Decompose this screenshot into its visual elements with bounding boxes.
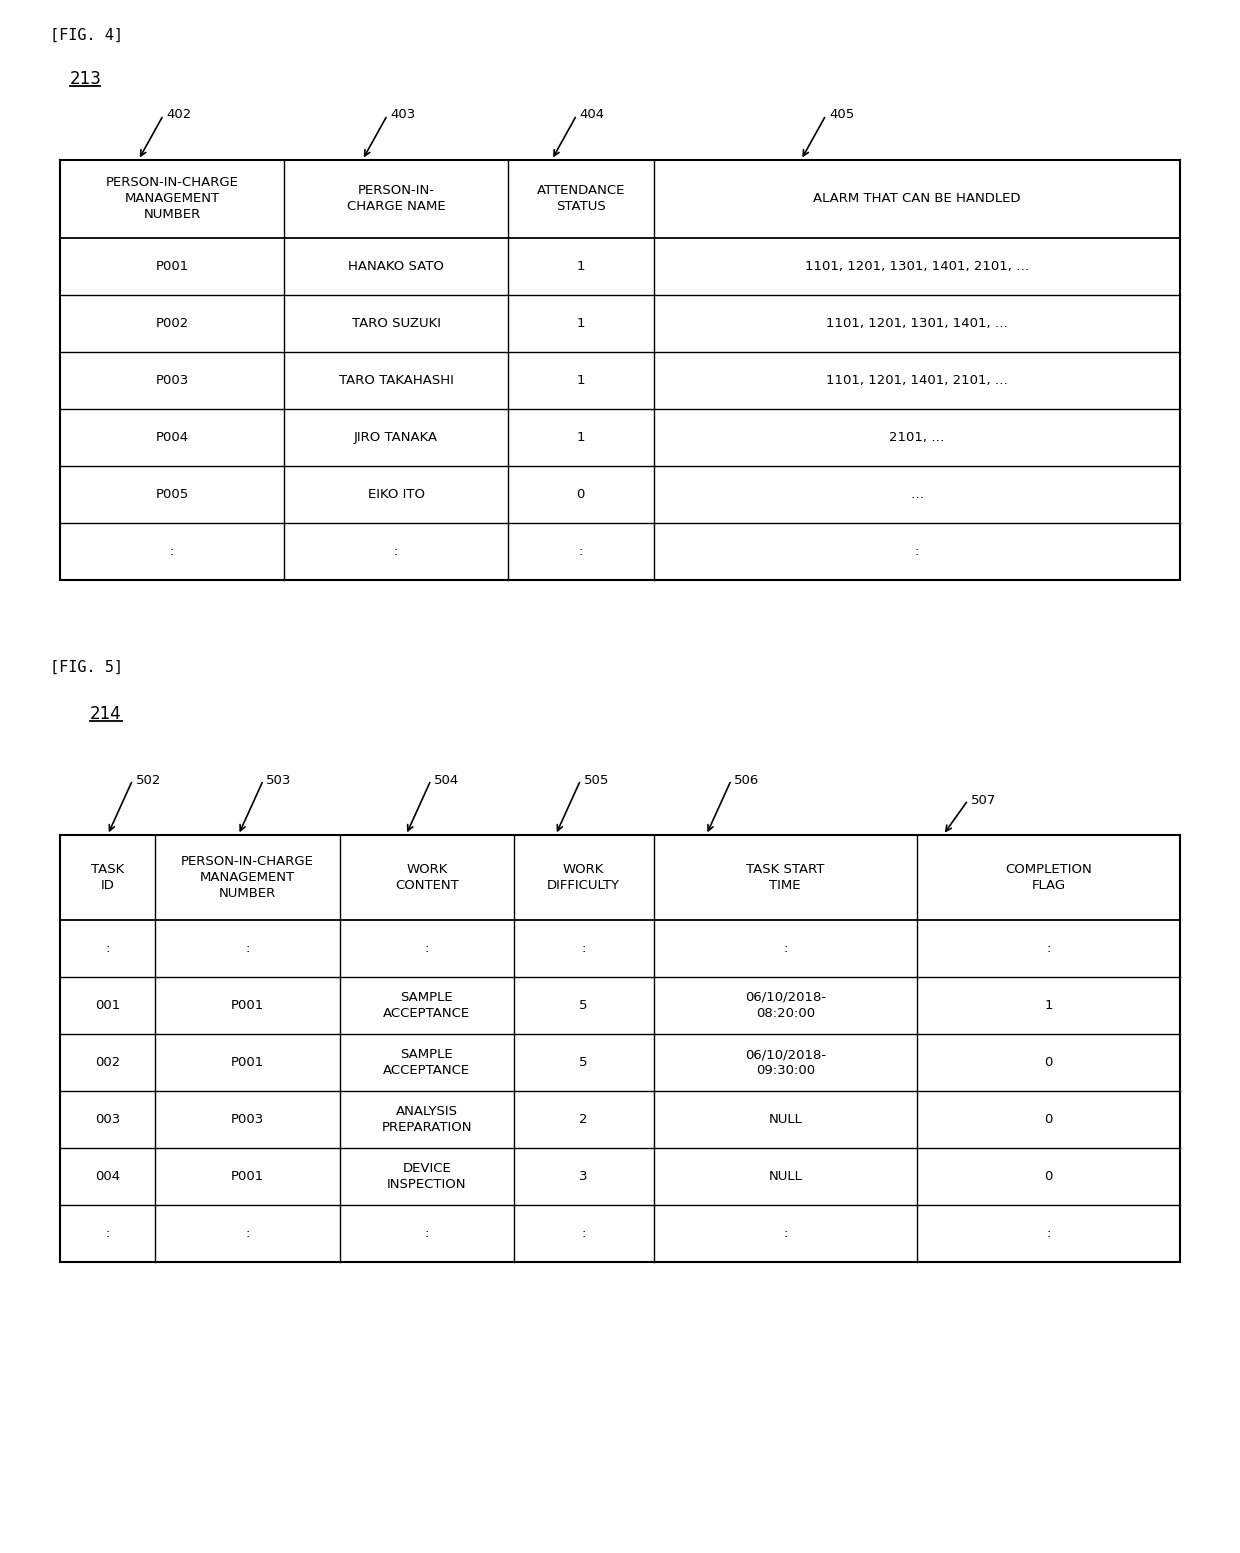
- Text: PERSON-IN-CHARGE
MANAGEMENT
NUMBER: PERSON-IN-CHARGE MANAGEMENT NUMBER: [181, 856, 314, 901]
- Text: 5: 5: [579, 1056, 588, 1068]
- Text: 0: 0: [577, 488, 585, 502]
- Text: :: :: [1047, 1227, 1050, 1239]
- Text: PERSON-IN-CHARGE
MANAGEMENT
NUMBER: PERSON-IN-CHARGE MANAGEMENT NUMBER: [105, 177, 238, 222]
- Text: COMPLETION
FLAG: COMPLETION FLAG: [1006, 863, 1091, 891]
- Text: TASK START
TIME: TASK START TIME: [746, 863, 825, 891]
- Text: 506: 506: [734, 773, 759, 786]
- Text: P001: P001: [231, 1056, 264, 1068]
- Text: 0: 0: [1044, 1169, 1053, 1183]
- Text: 001: 001: [95, 999, 120, 1013]
- Text: 1: 1: [577, 317, 585, 329]
- Text: 214: 214: [91, 705, 122, 724]
- Text: 1101, 1201, 1301, 1401, …: 1101, 1201, 1301, 1401, …: [826, 317, 1008, 329]
- Text: HANAKO SATO: HANAKO SATO: [348, 259, 444, 273]
- Text: NULL: NULL: [769, 1114, 802, 1126]
- Text: 507: 507: [971, 794, 997, 806]
- Text: 1101, 1201, 1401, 2101, …: 1101, 1201, 1401, 2101, …: [826, 374, 1008, 387]
- Text: WORK
DIFFICULTY: WORK DIFFICULTY: [547, 863, 620, 891]
- Text: WORK
CONTENT: WORK CONTENT: [394, 863, 459, 891]
- Text: 06/10/2018-
09:30:00: 06/10/2018- 09:30:00: [745, 1048, 826, 1076]
- Text: P003: P003: [155, 374, 188, 387]
- Text: TASK
ID: TASK ID: [91, 863, 124, 891]
- Text: 502: 502: [135, 773, 161, 786]
- Text: :: :: [394, 545, 398, 558]
- Text: SAMPLE
ACCEPTANCE: SAMPLE ACCEPTANCE: [383, 991, 470, 1020]
- Text: [FIG. 5]: [FIG. 5]: [50, 660, 123, 676]
- Text: 004: 004: [95, 1169, 120, 1183]
- Text: NULL: NULL: [769, 1169, 802, 1183]
- Text: :: :: [782, 1227, 787, 1239]
- Text: …: …: [910, 488, 924, 502]
- Text: SAMPLE
ACCEPTANCE: SAMPLE ACCEPTANCE: [383, 1048, 470, 1076]
- Text: 404: 404: [579, 109, 605, 121]
- Text: P002: P002: [155, 317, 188, 329]
- Text: 1: 1: [577, 259, 585, 273]
- Text: 503: 503: [267, 773, 291, 786]
- Text: :: :: [579, 545, 583, 558]
- Text: 3: 3: [579, 1169, 588, 1183]
- Text: PERSON-IN-
CHARGE NAME: PERSON-IN- CHARGE NAME: [347, 185, 445, 213]
- Text: :: :: [105, 1227, 110, 1239]
- Text: :: :: [246, 1227, 249, 1239]
- Text: P001: P001: [231, 999, 264, 1013]
- Text: :: :: [105, 943, 110, 955]
- Text: ANALYSIS
PREPARATION: ANALYSIS PREPARATION: [382, 1106, 472, 1134]
- Text: 2101, …: 2101, …: [889, 432, 945, 444]
- Text: 0: 0: [1044, 1056, 1053, 1068]
- Text: 1: 1: [577, 374, 585, 387]
- Text: P005: P005: [155, 488, 188, 502]
- Text: 505: 505: [584, 773, 609, 786]
- Text: :: :: [915, 545, 919, 558]
- Text: :: :: [782, 943, 787, 955]
- Text: :: :: [582, 943, 585, 955]
- Text: JIRO TANAKA: JIRO TANAKA: [353, 432, 438, 444]
- Text: ATTENDANCE
STATUS: ATTENDANCE STATUS: [537, 185, 625, 213]
- Text: P001: P001: [231, 1169, 264, 1183]
- Text: 1: 1: [577, 432, 585, 444]
- Text: 0: 0: [1044, 1114, 1053, 1126]
- Text: 402: 402: [166, 109, 192, 121]
- Text: [FIG. 4]: [FIG. 4]: [50, 28, 123, 43]
- Text: 06/10/2018-
08:20:00: 06/10/2018- 08:20:00: [745, 991, 826, 1020]
- Text: 1: 1: [1044, 999, 1053, 1013]
- Text: ALARM THAT CAN BE HANDLED: ALARM THAT CAN BE HANDLED: [813, 193, 1021, 205]
- Text: EIKO ITO: EIKO ITO: [367, 488, 424, 502]
- Text: P001: P001: [155, 259, 188, 273]
- Text: :: :: [424, 943, 429, 955]
- Text: 1101, 1201, 1301, 1401, 2101, …: 1101, 1201, 1301, 1401, 2101, …: [805, 259, 1029, 273]
- Text: 405: 405: [830, 109, 854, 121]
- Text: :: :: [170, 545, 174, 558]
- Text: DEVICE
INSPECTION: DEVICE INSPECTION: [387, 1162, 466, 1191]
- Text: 5: 5: [579, 999, 588, 1013]
- Text: 003: 003: [95, 1114, 120, 1126]
- Text: 002: 002: [95, 1056, 120, 1068]
- Text: :: :: [582, 1227, 585, 1239]
- Text: :: :: [424, 1227, 429, 1239]
- Text: 213: 213: [69, 70, 102, 89]
- Text: TARO TAKAHASHI: TARO TAKAHASHI: [339, 374, 454, 387]
- Text: P003: P003: [231, 1114, 264, 1126]
- Text: :: :: [246, 943, 249, 955]
- Text: TARO SUZUKI: TARO SUZUKI: [351, 317, 440, 329]
- Text: P004: P004: [155, 432, 188, 444]
- Text: :: :: [1047, 943, 1050, 955]
- Text: 2: 2: [579, 1114, 588, 1126]
- Text: 403: 403: [391, 109, 415, 121]
- Text: 504: 504: [434, 773, 459, 786]
